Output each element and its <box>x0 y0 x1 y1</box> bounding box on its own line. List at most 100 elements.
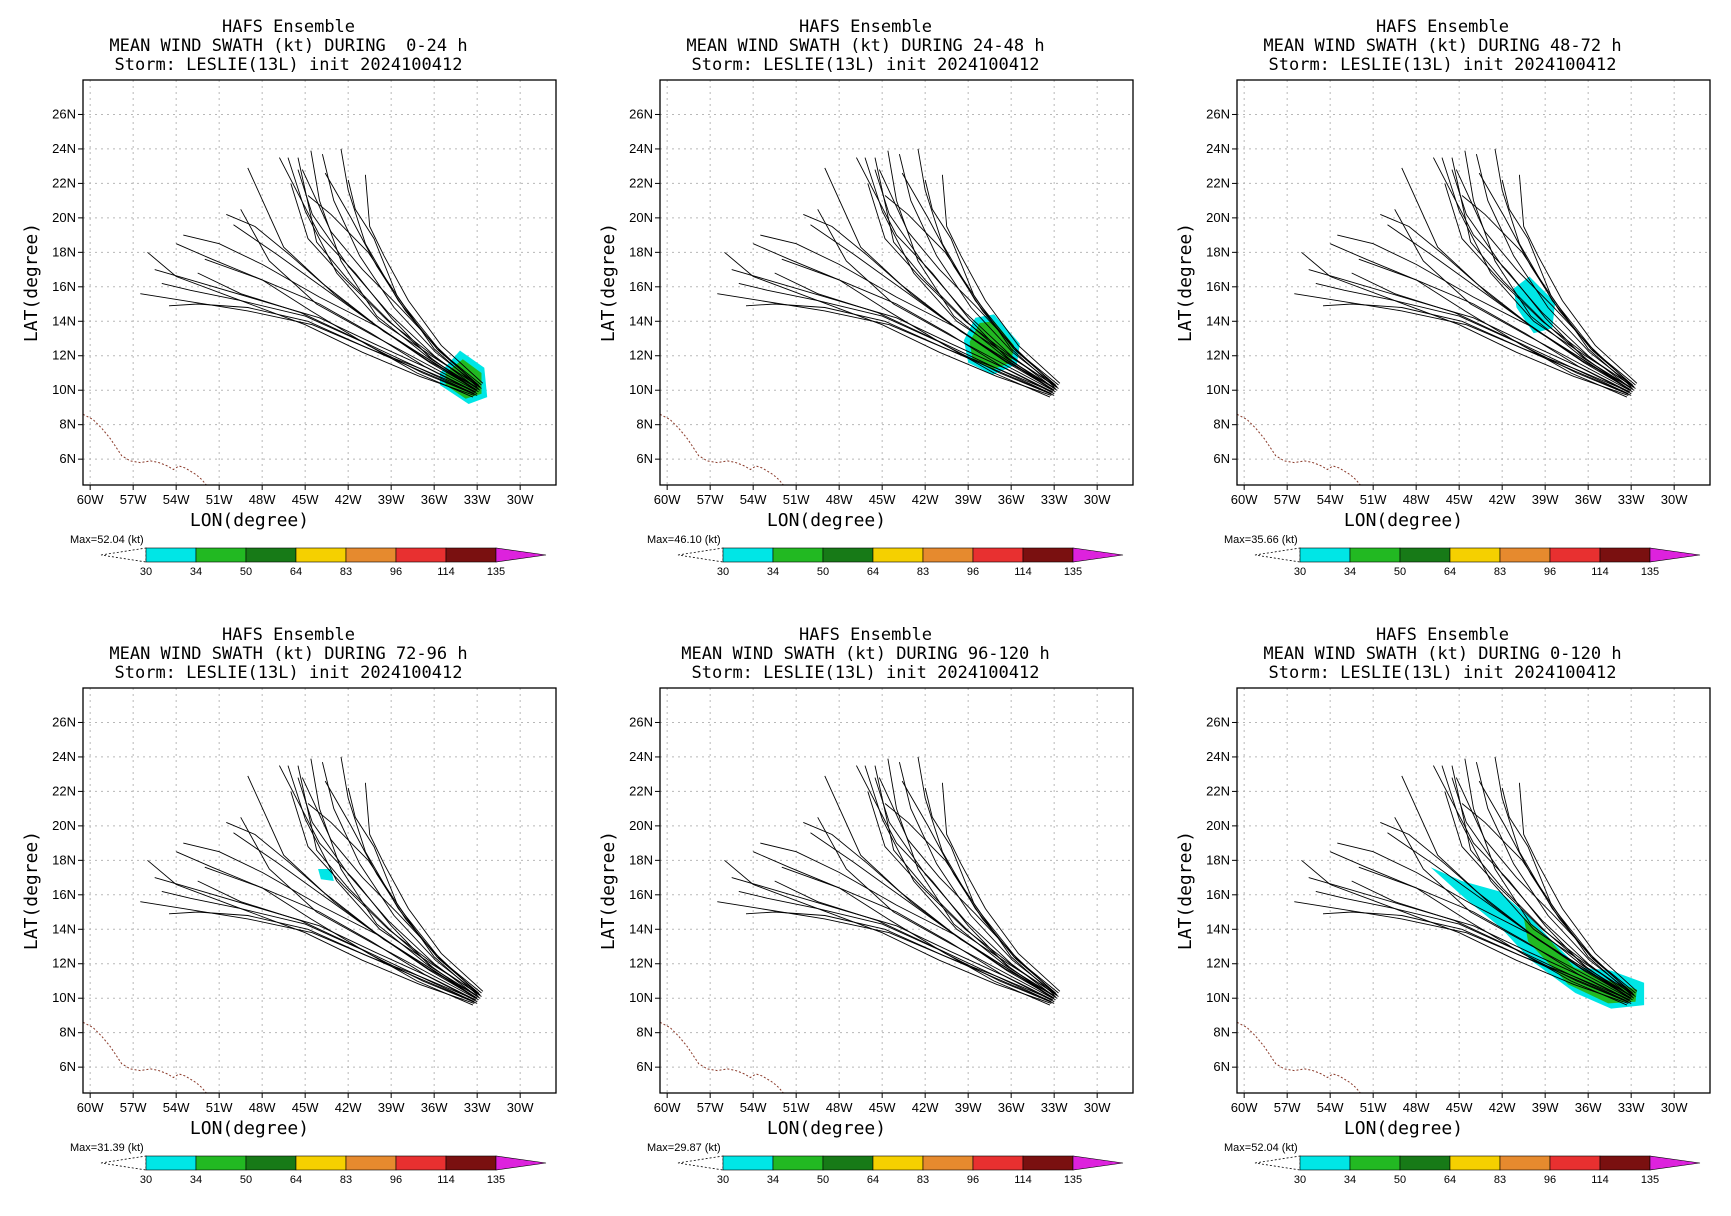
track-line <box>1315 282 1628 398</box>
colorbar-label: 83 <box>340 1174 352 1186</box>
colorbar-label: 34 <box>190 566 202 578</box>
y-tick-label: 12N <box>629 956 653 971</box>
y-tick-label: 22N <box>52 175 76 190</box>
track-line <box>204 866 476 1001</box>
track-line <box>240 209 479 393</box>
track-line <box>1478 172 1633 386</box>
x-tick-label: 33W <box>1618 492 1645 507</box>
y-tick-label: 20N <box>52 210 76 225</box>
map-svg: 60W 57W 54W 51W 48W 45W 42W 39W 36W 33W 30W 6N 8N 10N… <box>598 687 1134 1186</box>
panel-title-line: MEAN WIND SWATH (kt) DURING 0-24 h <box>109 36 468 56</box>
panel-title-line: HAFS Ensemble <box>1375 625 1510 645</box>
track-line <box>324 172 479 386</box>
colorbar-high-triangle <box>1649 547 1701 563</box>
y-tick-label: 6N <box>59 451 76 466</box>
colorbar-segment <box>145 1155 197 1171</box>
x-tick-label: 57W <box>697 492 724 507</box>
max-label: Max=52.04 (kt) <box>1224 1142 1298 1154</box>
y-tick-label: 24N <box>52 141 76 156</box>
y-tick-label: 12N <box>1206 348 1230 363</box>
y-tick-label: 24N <box>1206 141 1230 156</box>
x-tick-label: 36W <box>1575 492 1602 507</box>
track-line <box>874 157 1053 391</box>
y-tick-label: 6N <box>59 1059 76 1074</box>
colorbar-label: 64 <box>290 1174 302 1186</box>
max-label: Max=35.66 (kt) <box>1224 534 1298 546</box>
colorbar-label: 50 <box>1394 1174 1406 1186</box>
colorbar-segment <box>772 547 824 563</box>
track-line <box>197 272 475 395</box>
track-line <box>176 243 478 396</box>
coastline <box>1237 1021 1361 1093</box>
map-svg: 60W 57W 54W 51W 48W 45W 42W 39W 36W 33W 30W 6N 8N 10N… <box>21 79 557 578</box>
y-tick-label: 16N <box>629 887 653 902</box>
panel-3: HAFS Ensemble MEAN WIND SWATH (kt) DURING… <box>1154 0 1731 608</box>
track-line <box>301 777 478 994</box>
x-axis-label: LON(degree) <box>1344 1118 1463 1139</box>
y-tick-label: 24N <box>629 141 653 156</box>
colorbar-segment <box>1399 547 1451 563</box>
track-line <box>1358 258 1630 393</box>
y-tick-label: 8N <box>636 417 653 432</box>
colorbar-segment <box>872 1155 924 1171</box>
track-line <box>898 153 1058 388</box>
x-tick-label: 33W <box>1041 492 1068 507</box>
colorbar-segment <box>1449 1155 1501 1171</box>
track-line <box>1330 243 1632 396</box>
colorbar-label: 30 <box>717 1174 729 1186</box>
track-line <box>1380 213 1633 389</box>
x-tick-label: 48W <box>1403 492 1430 507</box>
track-line <box>140 293 476 393</box>
track-line <box>824 775 1055 999</box>
track-line <box>1478 780 1633 994</box>
track-line <box>878 169 1055 386</box>
panel-title-line: Storm: LESLIE(13L) init 2024100412 <box>691 55 1040 75</box>
track-line <box>287 765 481 996</box>
y-tick-label: 12N <box>629 348 653 363</box>
track-line <box>810 224 1055 391</box>
colorbar-segment <box>345 547 397 563</box>
track-line <box>324 780 479 994</box>
x-tick-label: 45W <box>869 492 896 507</box>
y-tick-label: 16N <box>1206 279 1230 294</box>
colorbar-segment <box>922 547 974 563</box>
y-tick-label: 18N <box>52 852 76 867</box>
x-tick-label: 45W <box>1446 492 1473 507</box>
colorbar-label: 50 <box>817 566 829 578</box>
panel-title: HAFS Ensemble MEAN WIND SWATH (kt) DURING… <box>0 18 577 75</box>
colorbar-segment <box>1549 1155 1601 1171</box>
colorbar-segment <box>1299 1155 1351 1171</box>
y-tick-label: 14N <box>52 921 76 936</box>
y-tick-label: 8N <box>59 417 76 432</box>
track-line <box>745 303 1052 395</box>
track-line <box>803 821 1056 997</box>
track-line <box>1322 303 1629 395</box>
colorbar-label: 83 <box>340 566 352 578</box>
track-line <box>297 765 476 999</box>
track-line <box>1455 777 1632 994</box>
y-axis-label: LAT(degree) <box>1175 223 1196 342</box>
x-tick-label: 60W <box>1231 1100 1258 1115</box>
track-line <box>226 821 479 997</box>
colorbar-label: 114 <box>1591 566 1609 578</box>
colorbar-segment <box>1449 547 1501 563</box>
x-tick-label: 45W <box>1446 1100 1473 1115</box>
track-line <box>1401 167 1632 391</box>
track-line <box>321 153 481 388</box>
panel-title-line: HAFS Ensemble <box>221 625 356 645</box>
x-tick-label: 60W <box>654 492 681 507</box>
colorbar-label: 96 <box>967 1174 979 1186</box>
x-tick-label: 57W <box>697 1100 724 1115</box>
x-tick-label: 48W <box>826 1100 853 1115</box>
x-tick-label: 39W <box>1532 492 1559 507</box>
plot-area <box>660 80 1133 485</box>
y-tick-label: 18N <box>629 852 653 867</box>
colorbar-label: 34 <box>1344 1174 1356 1186</box>
colorbar-label: 135 <box>487 566 505 578</box>
colorbar-label: 64 <box>867 566 879 578</box>
track-line <box>161 282 474 398</box>
map-svg: 60W 57W 54W 51W 48W 45W 42W 39W 36W 33W 30W 6N 8N 10N… <box>598 79 1134 578</box>
panel-title-line: Storm: LESLIE(13L) init 2024100412 <box>114 55 463 75</box>
x-tick-label: 39W <box>378 492 405 507</box>
x-tick-label: 57W <box>120 1100 147 1115</box>
